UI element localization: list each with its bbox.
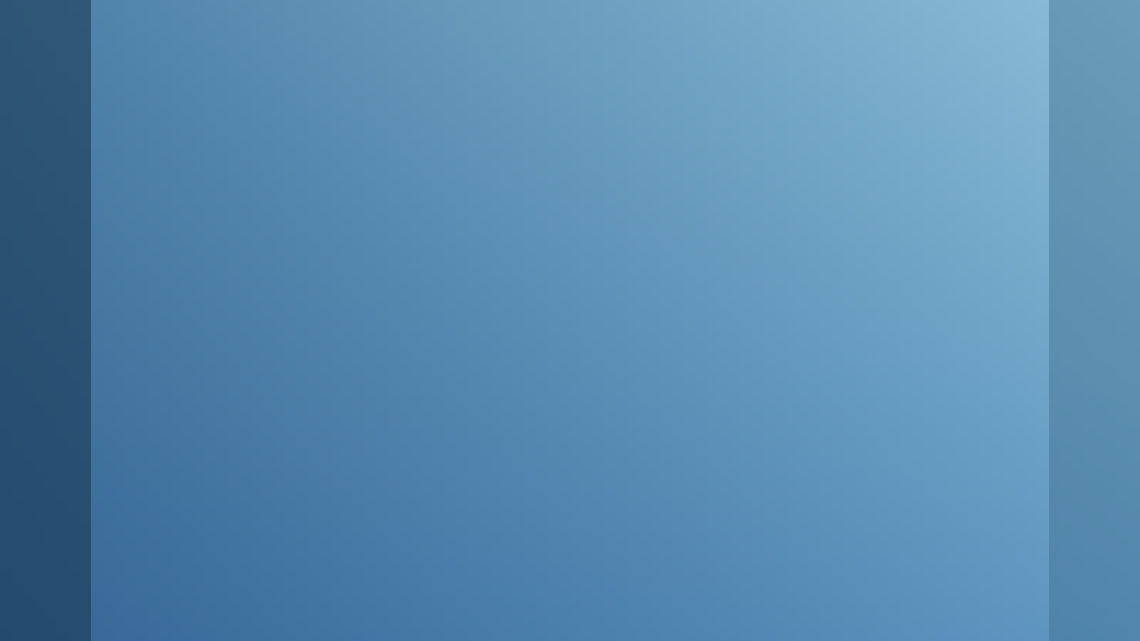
Text: 157+: 157+: [445, 488, 632, 550]
Text: WINDS (MPH): WINDS (MPH): [437, 162, 640, 188]
Text: 1: 1: [282, 201, 326, 263]
Text: EXTENSIVE: EXTENSIVE: [733, 290, 905, 318]
Text: 3: 3: [282, 345, 326, 406]
Text: CATASTROPHIC: CATASTROPHIC: [712, 435, 926, 460]
Text: CATASTROPHIC: CATASTROPHIC: [712, 507, 926, 531]
Bar: [1049, 0, 1140, 641]
Text: CATEGORY: CATEGORY: [227, 162, 381, 188]
Text: 5: 5: [282, 488, 326, 550]
Text: 4: 4: [282, 416, 326, 478]
Text: 2: 2: [282, 273, 326, 335]
Text: 10: 10: [226, 112, 272, 145]
Bar: [193, 199, 976, 267]
Bar: [193, 413, 976, 481]
Text: 96-110: 96-110: [414, 273, 663, 335]
Bar: [193, 106, 976, 151]
Text: SAFFIR-SIMPSON HURRICANE WIND SCALE: SAFFIR-SIMPSON HURRICANE WIND SCALE: [392, 119, 923, 138]
Text: 74-95: 74-95: [437, 201, 641, 263]
Text: 130-156: 130-156: [392, 416, 685, 478]
Text: WEATHER: WEATHER: [299, 119, 406, 138]
Text: DAMAGE: DAMAGE: [755, 162, 884, 188]
Bar: [193, 342, 976, 410]
Bar: [193, 271, 976, 338]
Text: DEVASTATING: DEVASTATING: [712, 362, 926, 390]
Bar: [196, 109, 285, 148]
Bar: [193, 485, 976, 553]
Text: SOME: SOME: [774, 219, 864, 246]
Bar: [0, 0, 91, 641]
Text: 111-129: 111-129: [392, 345, 685, 406]
